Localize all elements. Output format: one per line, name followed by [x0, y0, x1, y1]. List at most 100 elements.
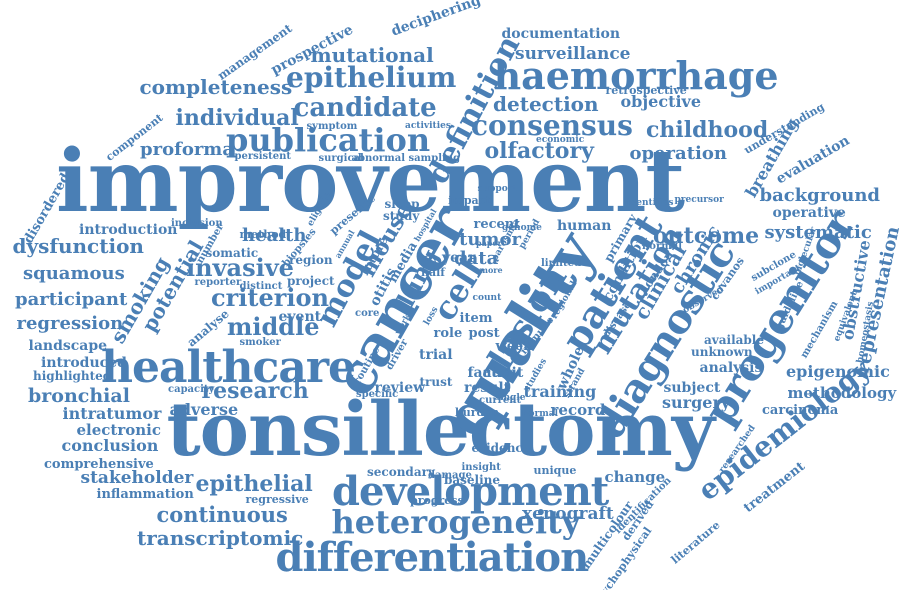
word-normal: normal — [642, 241, 683, 252]
word-bronchial: bronchial — [28, 384, 130, 407]
word-haemorrhage: haemorrhage — [493, 53, 779, 98]
word-systematic: systematic — [764, 222, 872, 243]
word-squamous: squamous — [23, 263, 125, 284]
word-distinct: distinct — [239, 281, 283, 292]
word-somatic: somatic — [205, 246, 259, 260]
word-genome: genome — [502, 222, 542, 233]
word-methodology: methodology — [787, 383, 897, 402]
word-data: data — [454, 248, 499, 269]
word-current: current — [479, 395, 522, 406]
word-carcinoma: carcinoma — [762, 402, 839, 418]
word-surgical: surgical — [318, 153, 364, 164]
word-role: role — [433, 325, 463, 341]
word-operation: operation — [629, 143, 727, 164]
word-review: review — [374, 380, 426, 396]
word-consensus: consensus — [471, 109, 633, 142]
word-burden: burden — [455, 405, 500, 419]
word-regressive: regressive — [245, 492, 309, 506]
word-week: week — [495, 338, 533, 354]
word-health: health — [242, 225, 307, 246]
word-sleep: sleep — [384, 197, 420, 211]
word-region: region — [289, 253, 333, 267]
word-transcriptomic: transcriptomic — [137, 526, 304, 550]
word-epigenomic: epigenomic — [786, 362, 890, 381]
word-evidence: evidence — [471, 441, 531, 455]
word-reporter: reporter — [194, 277, 242, 288]
word-capacity: capacity — [168, 384, 215, 395]
word-specific: specific — [356, 389, 399, 400]
word-limited: limited — [541, 258, 581, 269]
word-count: count — [472, 292, 502, 303]
word-factor: factor — [467, 365, 515, 381]
word-heterogeneity: heterogeneity — [331, 503, 581, 541]
word-publication: publication — [226, 121, 431, 159]
word-damage: damage — [428, 470, 472, 481]
word-adverse: adverse — [169, 400, 239, 419]
word-trial: trial — [419, 347, 453, 363]
word-olfactory: olfactory — [484, 138, 594, 164]
word-literature: literature — [668, 517, 722, 567]
word-healthcare: healthcare — [101, 342, 356, 393]
word-result: result — [464, 380, 511, 396]
word-retrospective: retrospective — [605, 83, 687, 97]
word-comprehensive: comprehensive — [44, 456, 154, 472]
word-improvement: improvement — [56, 131, 685, 232]
word-dysfunction: dysfunction — [12, 234, 144, 258]
word-project: project — [287, 274, 335, 288]
word-middle: middle — [227, 312, 320, 341]
word-analysis: analysis — [699, 360, 763, 376]
word-symptom: symptom — [306, 121, 358, 132]
word-xenograft: xenograft — [522, 503, 614, 524]
word-completeness: completeness — [139, 75, 293, 99]
word-single: single — [495, 392, 526, 403]
word-activities: activities — [405, 120, 451, 131]
word-conclusion: conclusion — [61, 436, 159, 455]
word-deciphering: deciphering — [389, 0, 483, 40]
word-childhood: childhood — [646, 117, 769, 143]
word-available: available — [704, 333, 764, 347]
word-background: background — [759, 185, 881, 206]
word-regression: regression — [16, 313, 124, 334]
word-outcome: outcome — [653, 223, 760, 249]
word-electronic: electronic — [76, 420, 162, 439]
word-criterion: criterion — [211, 283, 329, 312]
word-surgery: surgery — [662, 393, 731, 412]
word-abnormal-sampling: abnormal sampling — [351, 153, 461, 164]
word-record: record — [550, 400, 606, 419]
word-tumor: tumor — [459, 229, 521, 250]
word-invasive: invasive — [186, 253, 294, 282]
word-unknown: unknown — [691, 345, 753, 359]
word-objective: objective — [620, 92, 702, 111]
word-change: change — [604, 467, 666, 486]
word-inflammation: inflammation — [96, 486, 194, 502]
word-support: support — [477, 183, 517, 194]
word-training: training — [523, 382, 597, 401]
word-introduction: introduction — [79, 222, 178, 238]
word-paper: paper — [476, 238, 502, 248]
word-identifies: identifies — [626, 197, 674, 208]
word-audit: audit — [482, 365, 524, 381]
word-mutational: mutational — [310, 43, 434, 67]
word-epithelial: epithelial — [195, 471, 313, 497]
word-development: development — [332, 468, 609, 515]
word-tonsillectomy: tonsillectomy — [166, 387, 715, 473]
word-method: method — [239, 227, 287, 241]
word-participant: participant — [15, 289, 128, 310]
word-research: research — [201, 378, 309, 404]
word-epithelium: epithelium — [286, 61, 457, 94]
word-half: half — [421, 265, 446, 279]
word-surveillance: surveillance — [515, 43, 631, 64]
word-year: year — [442, 250, 476, 266]
word-impact: impact — [448, 193, 491, 207]
word-item: item — [459, 310, 493, 326]
word-landscape: landscape — [28, 338, 108, 354]
word-continuous: continuous — [156, 501, 288, 527]
word-stakeholder: stakeholder — [80, 467, 194, 488]
word-subject: subject — [663, 380, 721, 396]
word-human: human — [557, 218, 612, 234]
word-unique: unique — [533, 463, 577, 477]
word-candidate: candidate — [293, 93, 437, 123]
word-introduced: introduced — [41, 355, 127, 371]
word-economic: economic — [536, 134, 585, 145]
